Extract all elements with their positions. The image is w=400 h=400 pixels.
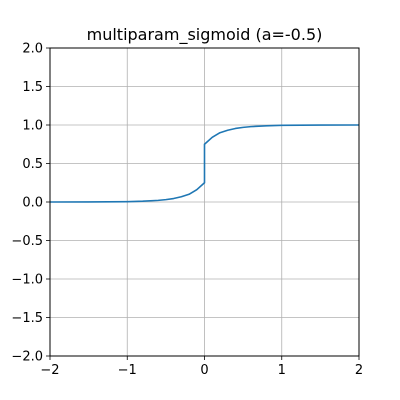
ticks: −2 −1 0 1 2 −2.0 −1.5 −1.0 −0.5 0.0 0.5 1.0 1.5 2.0	[11, 42, 363, 379]
y-tick-label: −1.5	[11, 311, 43, 326]
y-tick-label: 1.0	[22, 119, 43, 134]
y-tick-label: 2.0	[22, 42, 43, 57]
series-line	[49, 124, 360, 203]
x-tick-label: −1	[118, 363, 137, 378]
y-tick-label: −0.5	[11, 234, 43, 249]
y-tick-label: 0.0	[22, 196, 43, 211]
x-tick-label: 1	[278, 363, 286, 378]
y-tick-label: 1.5	[22, 80, 43, 95]
x-tick-label: 2	[355, 363, 363, 378]
x-tick-label: −2	[40, 363, 59, 378]
y-tick-label: −2.0	[11, 350, 43, 365]
y-tick-label: 0.5	[22, 157, 43, 172]
y-tick-label: −1.0	[11, 273, 43, 288]
chart-title: multiparam_sigmoid (a=-0.5)	[87, 25, 323, 45]
x-tick-label: 0	[200, 363, 208, 378]
series-layer	[49, 124, 360, 203]
